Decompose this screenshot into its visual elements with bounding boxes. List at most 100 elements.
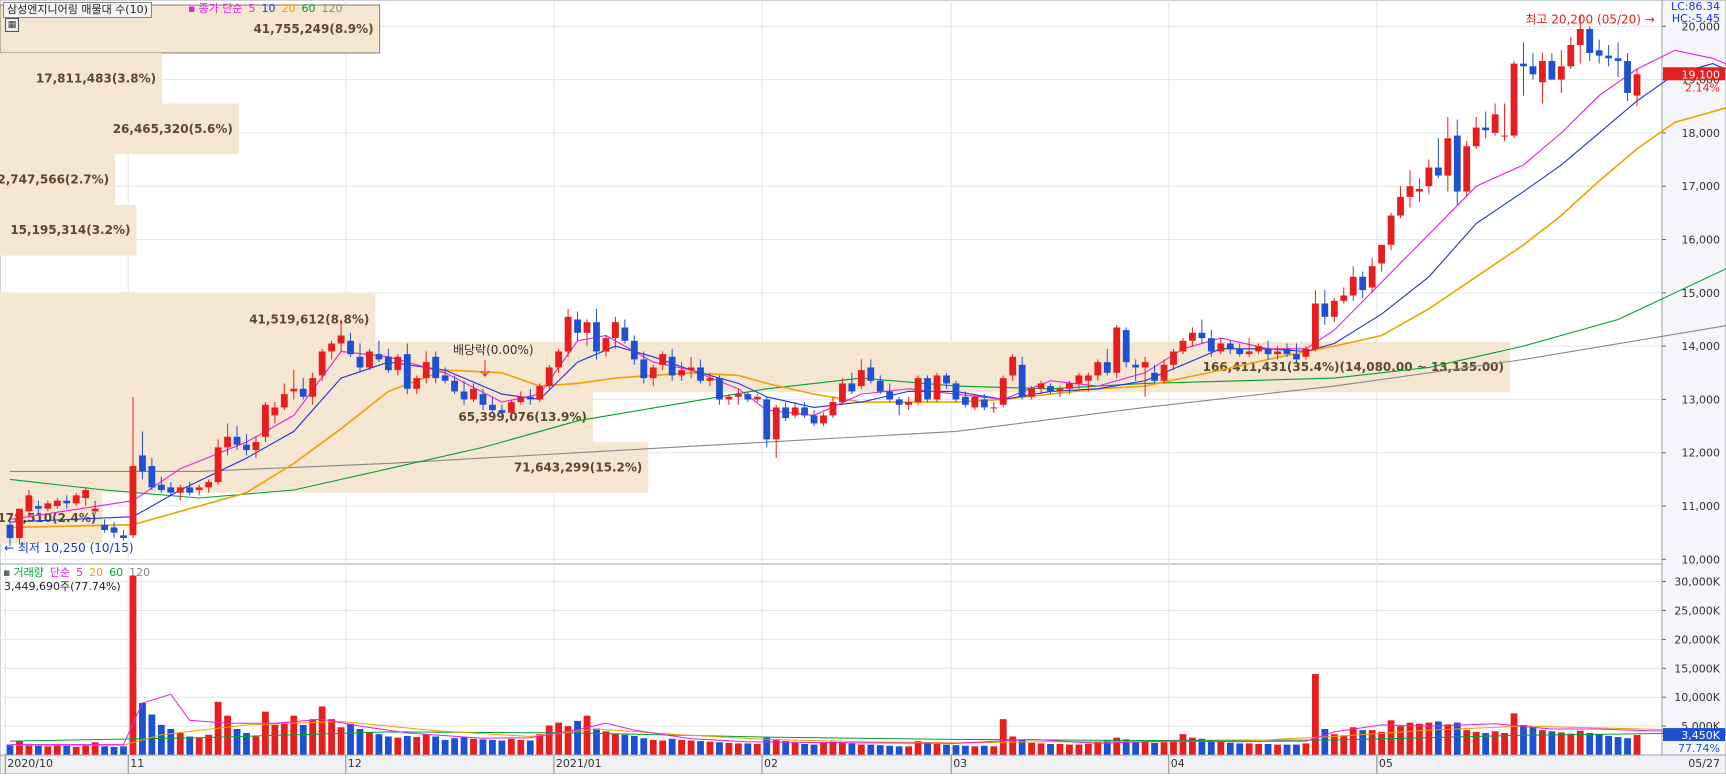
volume-bar [1084, 744, 1092, 755]
volume-bar [706, 741, 714, 755]
candle-body [403, 354, 411, 389]
ma-legend-label: 종가 단순 [198, 2, 243, 15]
price-tick-label: 10,000 [1682, 553, 1721, 566]
volume-bar [394, 737, 402, 755]
volume-bar [470, 738, 477, 755]
volume-bar [1302, 743, 1310, 755]
ma-legend-period: 60 [301, 2, 316, 15]
candle-body [640, 359, 648, 379]
candle-body [1141, 362, 1149, 368]
candle-body [195, 487, 203, 491]
volume-bar [1028, 742, 1036, 755]
volume-profile-bar [0, 391, 593, 443]
volume-legend: ▪ 거래량 단순 5 20 60 120 [3, 566, 156, 579]
volume-moving-average-vma5 [10, 693, 1726, 746]
volume-bar [328, 719, 336, 755]
x-tick-label: 11 [130, 757, 144, 770]
volume-bar [734, 743, 742, 755]
volume-profile-label: 17,811,483(3.8%) [36, 71, 156, 85]
volume-bar [611, 733, 619, 755]
candle-body [1132, 364, 1140, 368]
candle-body [186, 487, 194, 493]
candle-body [1255, 346, 1263, 352]
volume-bar [1151, 742, 1158, 755]
price-tick-label: 18,000 [1682, 127, 1721, 140]
volume-bar [1633, 735, 1641, 755]
volume-bar [1236, 743, 1244, 755]
volume-bar [536, 734, 544, 755]
volume-bar [205, 734, 213, 755]
candle-body [72, 495, 80, 504]
volume-bar [952, 745, 960, 755]
volume-bar [1359, 730, 1367, 755]
volume-bar [593, 728, 600, 755]
candle-body [214, 447, 222, 483]
hc-value: HC:-5.45 [1671, 12, 1720, 25]
volume-bar [791, 742, 799, 755]
chart-title[interactable]: 삼성엔지니어링 매물대 수(10) [3, 2, 152, 18]
volume-profile-bar [0, 154, 116, 205]
volume-bar [668, 738, 676, 755]
y-axis-bar [1661, 0, 1726, 756]
candle-body [1283, 348, 1291, 355]
volume-bar [1340, 735, 1348, 755]
candle-body [432, 356, 440, 379]
volume-legend-period: 60 [109, 566, 124, 579]
volume-bar [129, 575, 137, 755]
volume-bar [498, 740, 506, 755]
candle-body [507, 402, 515, 413]
candle-body [1425, 167, 1433, 187]
candle-body [545, 367, 553, 387]
volume-bar [1094, 741, 1102, 755]
volume-bar [233, 728, 241, 755]
grid-icon[interactable]: ▦ [5, 18, 19, 32]
volume-profile-label: 71,643,299(15.2%) [514, 460, 643, 474]
volume-profile-label: 166,411,431(35.4%)(14,080.00 ~ 13,135.00… [1203, 360, 1504, 374]
candle-body [157, 484, 165, 491]
candle-body [952, 383, 960, 400]
candle-body [914, 378, 922, 403]
price-tick-label: 16,000 [1682, 234, 1721, 247]
current-price-label: 19,100 [1682, 68, 1721, 81]
ma-legend-period: 10 [261, 2, 276, 15]
volume-legend-period: 5 [76, 566, 84, 579]
volume-tick-label: 10,000K [1674, 691, 1720, 704]
price-tick-label: 15,000 [1682, 287, 1721, 300]
volume-bar [1567, 733, 1575, 755]
x-tick-label: 12 [348, 757, 362, 770]
volume-bar [1198, 738, 1206, 755]
candle-body [120, 535, 127, 539]
candle-body [1614, 58, 1622, 61]
candle-body [460, 391, 468, 400]
volume-bar [687, 740, 695, 755]
candle-body [1236, 348, 1244, 355]
candle-body [280, 394, 288, 408]
x-last-date: 05/27 [1688, 757, 1720, 770]
current-volume-label: 3,450K [1681, 729, 1720, 742]
candle-body [763, 399, 771, 440]
candle-body [1434, 167, 1442, 176]
volume-bar [1066, 744, 1073, 755]
price-tick-label: 12,000 [1682, 447, 1721, 460]
volume-bar [1416, 723, 1423, 755]
volume-bar [895, 746, 903, 755]
candle-body [649, 367, 657, 379]
candle-body [602, 338, 610, 352]
volume-bar [971, 746, 979, 755]
candle-body [517, 396, 525, 403]
candle-body [1170, 351, 1177, 365]
candle-body [309, 378, 317, 397]
candle-body [1160, 364, 1168, 381]
candle-body [744, 394, 752, 400]
volume-bar [167, 728, 175, 755]
candle-body [1633, 74, 1641, 96]
volume-profile-label: 26,465,320(5.6%) [113, 122, 233, 136]
volume-bar [1056, 744, 1064, 755]
volume-legend-title: 거래량 [13, 566, 44, 579]
volume-bar [186, 736, 194, 755]
candle-body [1472, 127, 1480, 147]
volume-bar [44, 746, 52, 755]
candle-body [867, 367, 875, 381]
volume-bar [1189, 737, 1196, 755]
volume-bar [583, 715, 591, 755]
